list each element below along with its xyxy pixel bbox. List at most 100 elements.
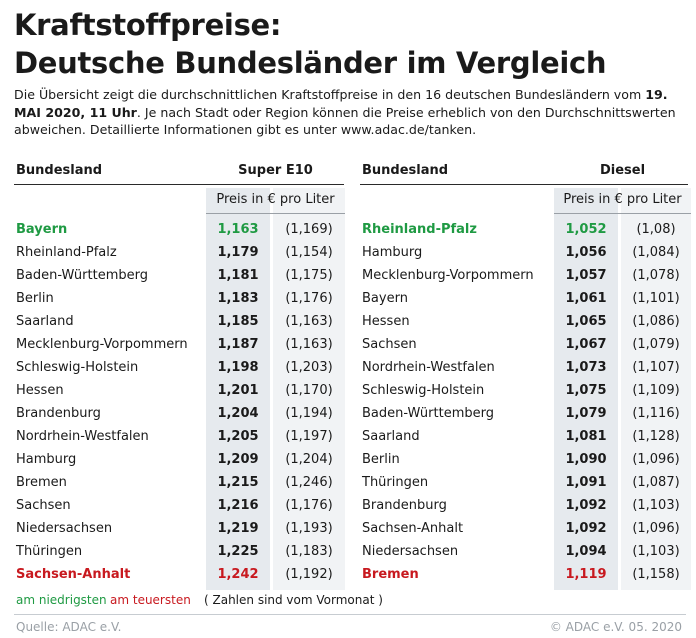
- table-row: Saarland 1,185 (1,163): [14, 310, 344, 333]
- current-price: 1,091: [565, 475, 607, 490]
- table-row: Nordrhein-Westfalen 1,073 (1,107): [360, 356, 688, 379]
- title-line-2: Deutsche Bundesländer im Vergleich: [14, 46, 607, 80]
- table-row: Thüringen 1,225 (1,183): [14, 540, 344, 563]
- intro-date: 19. MAI 2020, 11 Uhr: [14, 87, 668, 120]
- previous-price: (1,08): [636, 222, 676, 237]
- table-row: Sachsen-Anhalt 1,092 (1,096): [360, 517, 688, 540]
- previous-price: (1,158): [632, 567, 680, 582]
- state-name: Brandenburg: [16, 406, 101, 421]
- previous-price: (1,193): [285, 521, 333, 536]
- current-price: 1,242: [217, 567, 259, 582]
- legend-lowest: am niedrigsten: [16, 593, 107, 607]
- table-row: Sachsen-Anhalt 1,242 (1,192): [14, 563, 344, 586]
- table-row: Brandenburg 1,092 (1,103): [360, 494, 688, 517]
- state-name: Sachsen: [362, 337, 417, 352]
- state-name: Baden-Württemberg: [362, 406, 494, 421]
- state-name: Sachsen-Anhalt: [16, 567, 131, 582]
- current-price: 1,181: [217, 268, 259, 283]
- state-name: Bremen: [362, 567, 419, 582]
- intro-text: Die Übersicht zeigt die durchschnittlich…: [14, 86, 686, 139]
- intro-part-2: . Je nach Stadt oder Region können die P…: [14, 104, 676, 138]
- previous-price: (1,169): [285, 222, 333, 237]
- table-row: Brandenburg 1,204 (1,194): [14, 402, 344, 425]
- state-name: Hessen: [16, 383, 64, 398]
- current-price: 1,209: [217, 452, 259, 467]
- state-name: Berlin: [362, 452, 400, 467]
- column-header-bundesland: Bundesland: [362, 163, 449, 178]
- current-price: 1,094: [565, 544, 607, 559]
- previous-price: (1,163): [285, 314, 333, 329]
- previous-price: (1,096): [632, 521, 680, 536]
- current-price: 1,183: [217, 291, 259, 306]
- table-row: Mecklenburg-Vorpommern 1,187 (1,163): [14, 333, 344, 356]
- current-price: 1,204: [217, 406, 259, 421]
- table-row: Bremen 1,215 (1,246): [14, 471, 344, 494]
- table-row: Bayern 1,163 (1,169): [14, 218, 344, 241]
- footer-divider: [14, 614, 686, 615]
- previous-price: (1,079): [632, 337, 680, 352]
- previous-price: (1,176): [285, 498, 333, 513]
- previous-column-bg: [621, 188, 691, 590]
- current-price: 1,185: [217, 314, 259, 329]
- current-price: 1,079: [565, 406, 607, 421]
- previous-price: (1,096): [632, 452, 680, 467]
- state-name: Thüringen: [362, 475, 429, 490]
- current-price: 1,061: [565, 291, 607, 306]
- current-price: 1,219: [217, 521, 259, 536]
- legend-highest: am teuersten: [110, 593, 191, 607]
- header-rule: [14, 184, 344, 185]
- table-row: Hessen 1,065 (1,086): [360, 310, 688, 333]
- state-name: Sachsen-Anhalt: [362, 521, 464, 536]
- column-header-fuel: Super E10: [238, 163, 313, 178]
- previous-price: (1,107): [632, 360, 680, 375]
- table-row: Nordrhein-Westfalen 1,205 (1,197): [14, 425, 344, 448]
- state-name: Rheinland-Pfalz: [362, 222, 477, 237]
- table-row: Schleswig-Holstein 1,075 (1,109): [360, 379, 688, 402]
- price-column-bg: [206, 188, 270, 590]
- previous-price: (1,203): [285, 360, 333, 375]
- state-name: Saarland: [362, 429, 420, 444]
- previous-price: (1,078): [632, 268, 680, 283]
- table-row: Hessen 1,201 (1,170): [14, 379, 344, 402]
- state-name: Rheinland-Pfalz: [16, 245, 117, 260]
- previous-price: (1,116): [632, 406, 680, 421]
- previous-price: (1,163): [285, 337, 333, 352]
- state-name: Hamburg: [362, 245, 423, 260]
- current-price: 1,092: [565, 498, 607, 513]
- current-price: 1,187: [217, 337, 259, 352]
- state-name: Sachsen: [16, 498, 71, 513]
- current-price: 1,067: [565, 337, 607, 352]
- state-name: Brandenburg: [362, 498, 447, 513]
- column-header-fuel: Diesel: [599, 163, 646, 178]
- table-row: Hamburg 1,056 (1,084): [360, 241, 688, 264]
- current-price: 1,075: [565, 383, 607, 398]
- table-row: Thüringen 1,091 (1,087): [360, 471, 688, 494]
- current-price: 1,163: [217, 222, 259, 237]
- previous-price: (1,175): [285, 268, 333, 283]
- intro-part-1: Die Übersicht zeigt die durchschnittlich…: [14, 87, 646, 102]
- previous-price: (1,109): [632, 383, 680, 398]
- current-price: 1,119: [565, 567, 607, 582]
- state-name: Bayern: [16, 222, 68, 237]
- current-price: 1,198: [217, 360, 259, 375]
- table-row: Sachsen 1,067 (1,079): [360, 333, 688, 356]
- current-price: 1,057: [565, 268, 607, 283]
- state-name: Mecklenburg-Vorpommern: [362, 268, 534, 283]
- source-note: Quelle: ADAC e.V.: [16, 620, 122, 634]
- unit-subheader: Preis in € pro Liter: [216, 192, 335, 207]
- state-name: Bremen: [16, 475, 67, 490]
- previous-price: (1,192): [285, 567, 333, 582]
- previous-price: (1,103): [632, 498, 680, 513]
- previous-price: (1,197): [285, 429, 333, 444]
- state-name: Baden-Württemberg: [16, 268, 148, 283]
- table-row: Niedersachsen 1,094 (1,103): [360, 540, 688, 563]
- table-row: Hamburg 1,209 (1,204): [14, 448, 344, 471]
- current-price: 1,092: [565, 521, 607, 536]
- table-row: Niedersachsen 1,219 (1,193): [14, 517, 344, 540]
- current-price: 1,065: [565, 314, 607, 329]
- previous-price: (1,084): [632, 245, 680, 260]
- table-row: Baden-Württemberg 1,181 (1,175): [14, 264, 344, 287]
- table-row: Berlin 1,090 (1,096): [360, 448, 688, 471]
- state-name: Hessen: [362, 314, 410, 329]
- previous-price: (1,176): [285, 291, 333, 306]
